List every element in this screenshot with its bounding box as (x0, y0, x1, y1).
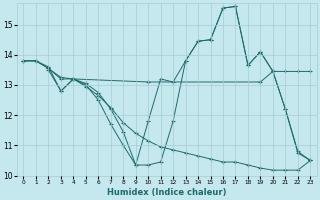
X-axis label: Humidex (Indice chaleur): Humidex (Indice chaleur) (107, 188, 227, 197)
